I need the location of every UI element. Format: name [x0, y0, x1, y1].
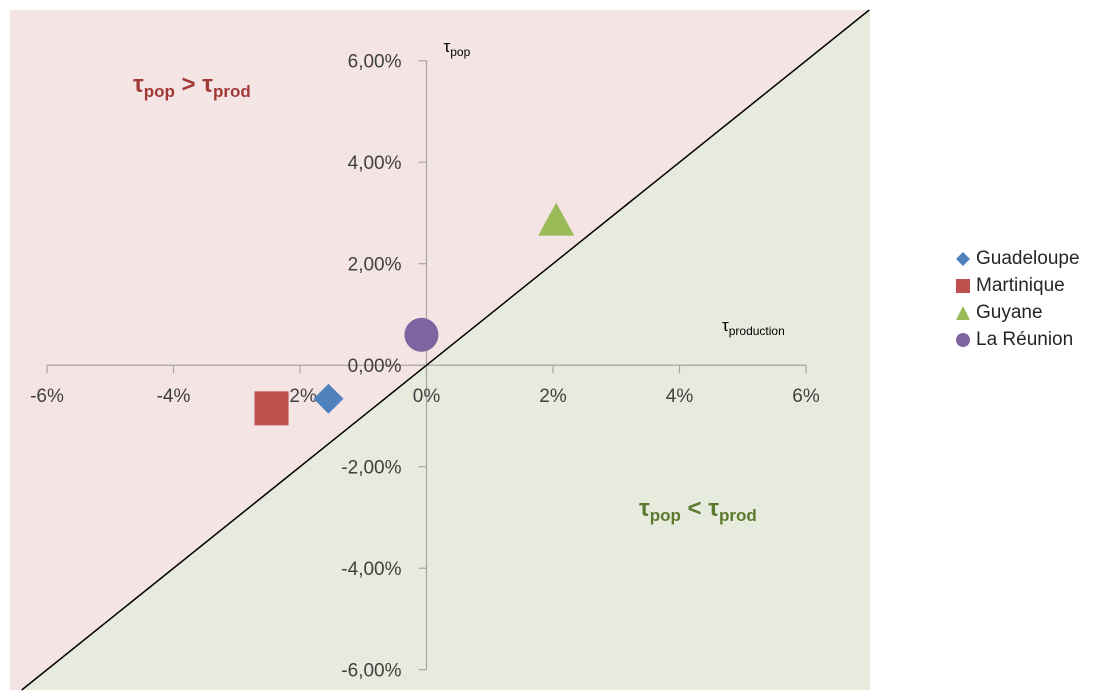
region-lower-base: τ: [639, 495, 650, 522]
x-axis-title-sub: production: [729, 324, 785, 338]
legend-item-guyane[interactable]: Guyane: [955, 299, 1113, 326]
triangle-icon: [956, 305, 970, 320]
region-upper-op: >: [175, 71, 202, 98]
region-lower-sub1: pop: [650, 506, 681, 525]
legend-label-la-reunion: La Réunion: [976, 328, 1074, 350]
region-upper-sub1: pop: [144, 82, 175, 101]
data-point-guadeloupe[interactable]: [313, 383, 344, 414]
data-point-martinique[interactable]: [254, 391, 289, 426]
y-tick-label: 2,00%: [348, 255, 402, 276]
legend-label-martinique: Martinique: [976, 274, 1065, 296]
data-points: [254, 202, 575, 426]
y-tick-label: -2,00%: [341, 458, 401, 479]
region-upper-sub2: prod: [213, 82, 251, 101]
data-point-guyane[interactable]: [538, 202, 575, 236]
y-axis-title-base: τ: [444, 37, 451, 56]
x-tick-label: 6%: [792, 386, 820, 407]
chart-labels: τpop τproduction τpop > τprod τpop < τpr…: [133, 37, 785, 525]
y-tick-label: 0,00%: [348, 356, 402, 377]
x-tick-label: 0%: [413, 386, 441, 407]
y-tick-label: 6,00%: [348, 52, 402, 73]
square-icon: [956, 278, 970, 293]
region-lower-op: <: [681, 495, 708, 522]
x-tick-label: -2%: [283, 386, 317, 407]
region-label-upper: τpop > τprod: [133, 71, 251, 101]
x-tick-label: -4%: [157, 386, 191, 407]
region-upper-base2: τ: [202, 71, 213, 98]
axes: -6% -4% -2% 0% 2% 4% 6% -6,00% -4,00% -2,00% 0,00%…: [30, 52, 820, 682]
legend-item-guadeloupe[interactable]: Guadeloupe: [955, 245, 1113, 272]
reference-line-group: [21, 9, 870, 691]
x-axis-title: τproduction: [722, 316, 785, 338]
legend-label-guyane: Guyane: [976, 301, 1043, 323]
region-upper-base: τ: [133, 71, 144, 98]
legend-item-la-reunion[interactable]: La Réunion: [955, 326, 1113, 353]
y-tick-label: 4,00%: [348, 153, 402, 174]
x-tick-label: 4%: [666, 386, 694, 407]
region-upper: [10, 10, 870, 690]
legend-label-guadeloupe: Guadeloupe: [976, 247, 1080, 269]
x-axis-title-base: τ: [722, 316, 729, 335]
region-label-lower: τpop < τprod: [639, 495, 757, 525]
circle-icon: [956, 332, 970, 347]
region-lower-base2: τ: [708, 495, 719, 522]
y-axis-title-sub: pop: [450, 45, 470, 59]
y-axis-title: τpop: [444, 37, 471, 59]
x-tick-label: -6%: [30, 386, 64, 407]
y-tick-label: -4,00%: [341, 559, 401, 580]
legend-item-martinique[interactable]: Martinique: [955, 272, 1113, 299]
reference-line: [21, 9, 870, 691]
diamond-icon: [956, 251, 970, 266]
region-lower-sub2: prod: [719, 506, 757, 525]
data-point-la-r-union[interactable]: [404, 317, 439, 352]
x-tick-label: 2%: [539, 386, 567, 407]
y-tick-label: -6,00%: [341, 661, 401, 682]
legend: Guadeloupe Martinique Guyane La Réunion: [955, 245, 1113, 353]
